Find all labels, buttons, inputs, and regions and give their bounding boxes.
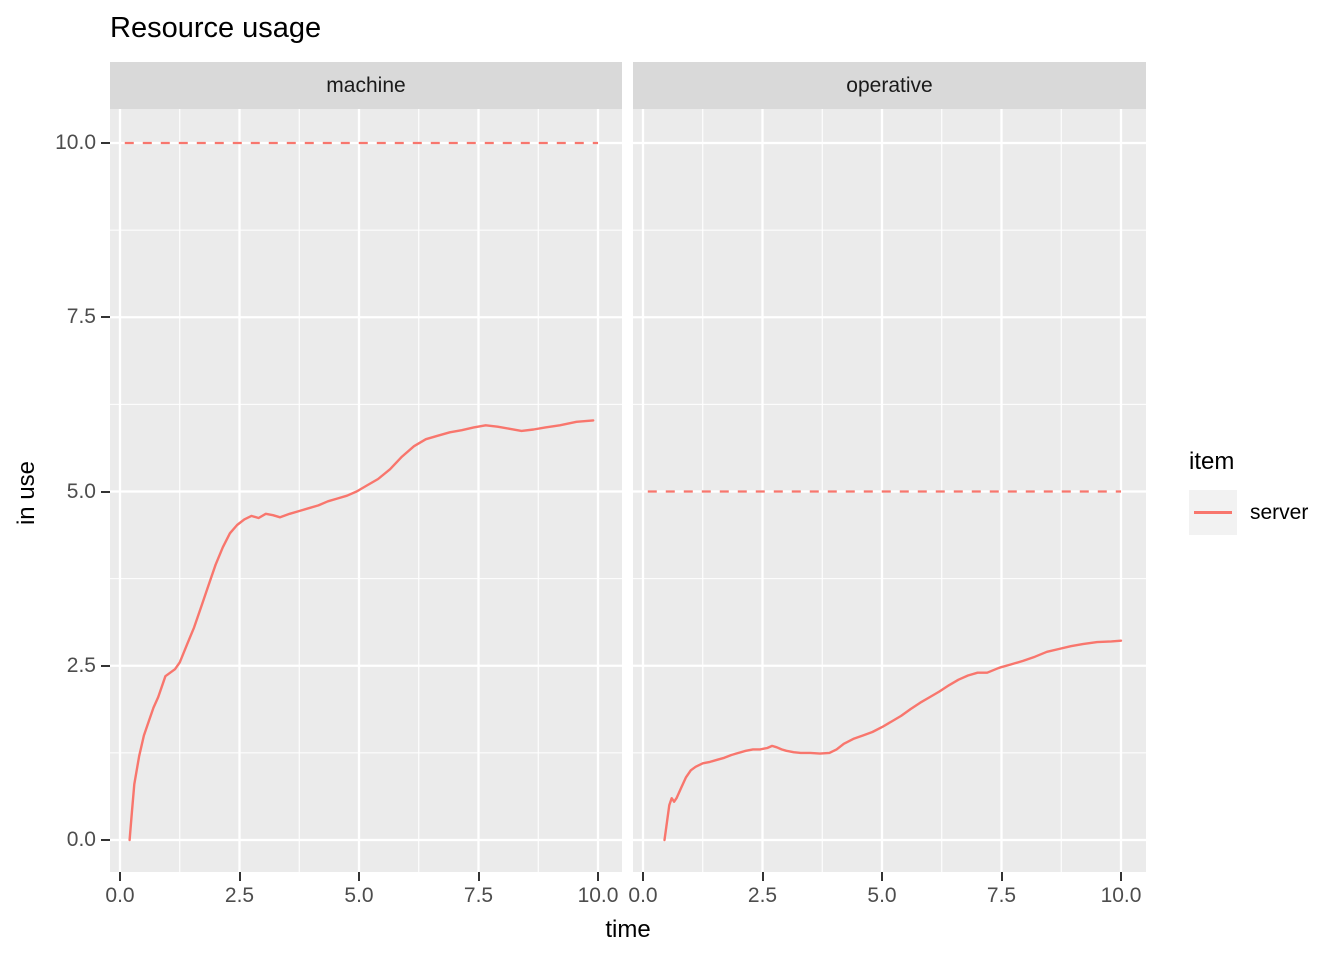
x-tick-label: 10.0 <box>577 884 619 907</box>
y-tick-label: 2.5 <box>66 653 96 677</box>
legend: item server <box>1189 448 1308 535</box>
x-tick-label: 5.0 <box>867 884 897 907</box>
panel-plot-area-machine <box>110 109 622 872</box>
facet-panel-machine <box>110 109 622 872</box>
x-tick-mark <box>1000 872 1003 881</box>
facet-panel-operative <box>633 109 1146 872</box>
x-tick-label: 2.5 <box>224 884 255 907</box>
panel-plot-area-operative <box>633 109 1146 872</box>
legend-key-line-icon <box>1194 511 1232 514</box>
x-tick-mark <box>119 872 121 881</box>
plot-title: Resource usage <box>110 12 322 44</box>
legend-key-box <box>1189 490 1237 535</box>
x-tick-label: 7.5 <box>463 884 494 907</box>
y-tick-mark <box>101 490 110 493</box>
facet-strip-machine: machine <box>110 62 622 109</box>
x-tick-mark <box>238 872 241 881</box>
x-tick-mark <box>477 872 480 881</box>
x-tick-mark <box>881 872 883 881</box>
facet-strip-operative: operative <box>633 62 1146 109</box>
y-tick-mark <box>101 664 110 667</box>
x-tick-mark <box>642 872 644 881</box>
facet-strip-label: machine <box>326 73 406 97</box>
y-axis-title: in use <box>13 460 40 526</box>
y-tick-label: 10.0 <box>55 131 96 154</box>
x-tick-mark <box>761 872 764 881</box>
facet-strip-label: operative <box>846 73 933 97</box>
x-tick-label: 0.0 <box>105 884 135 907</box>
x-tick-mark <box>1120 872 1122 881</box>
x-tick-label: 5.0 <box>344 884 374 907</box>
x-tick-label: 7.5 <box>986 884 1017 907</box>
legend-entry-label: server <box>1250 500 1309 524</box>
x-tick-mark <box>358 872 360 881</box>
x-tick-label: 0.0 <box>628 884 658 907</box>
y-tick-label: 7.5 <box>66 305 96 329</box>
legend-entry-server: server <box>1189 490 1308 535</box>
x-tick-mark <box>597 872 599 881</box>
y-tick-label: 5.0 <box>66 479 96 503</box>
series-line-server <box>128 419 595 842</box>
legend-title: item <box>1189 448 1235 475</box>
y-tick-mark <box>101 142 110 144</box>
series-line-server <box>663 639 1123 842</box>
x-tick-label: 2.5 <box>747 884 778 907</box>
x-tick-label: 10.0 <box>1100 884 1142 907</box>
y-tick-mark <box>101 839 110 841</box>
y-tick-label: 0.0 <box>66 828 96 851</box>
y-tick-mark <box>101 316 110 319</box>
x-axis-title: time <box>605 916 651 943</box>
